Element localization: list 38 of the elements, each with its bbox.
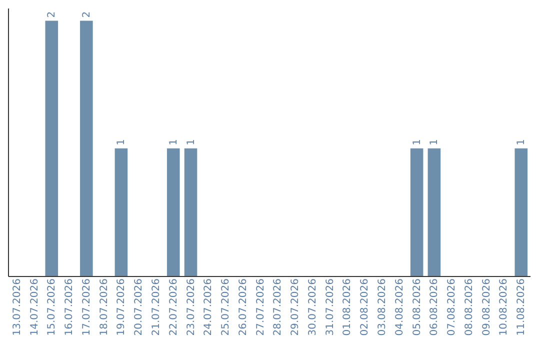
x-tick-label: 24.07.2026: [203, 278, 214, 336]
data-label: 1: [516, 139, 528, 146]
x-tick-label: 06.08.2026: [429, 278, 440, 336]
x-tick-label: 10.08.2026: [498, 278, 510, 336]
x-tick-label: 23.07.2026: [186, 278, 197, 336]
x-tick-label: 09.08.2026: [481, 278, 492, 336]
x-tick-label: 26.07.2026: [238, 278, 249, 336]
x-tick-label: 16.07.2026: [64, 278, 76, 336]
x-tick-label: 21.07.2026: [150, 278, 162, 336]
data-label: 1: [429, 139, 440, 146]
x-tick-label: 15.07.2026: [46, 278, 58, 336]
x-tick-label: 28.07.2026: [272, 278, 284, 336]
x-tick-label: 18.07.2026: [98, 278, 110, 336]
x-tick-label: 13.07.2026: [12, 278, 23, 336]
data-label: 1: [412, 139, 423, 146]
x-tick-label: 02.08.2026: [360, 278, 371, 336]
x-tick-label: 14.07.2026: [29, 278, 40, 336]
x-tick-label: 25.07.2026: [220, 278, 232, 336]
x-tick-label: 29.07.2026: [290, 278, 302, 336]
x-tick-label: 11.08.2026: [516, 278, 528, 336]
x-tick-label: 22.07.2026: [168, 278, 180, 336]
x-tick-label: 27.07.2026: [255, 278, 266, 336]
x-tick-label: 31.07.2026: [324, 278, 336, 336]
x-tick-label: 20.07.2026: [134, 278, 145, 336]
data-label: 1: [186, 139, 197, 146]
x-tick-label: 30.07.2026: [307, 278, 318, 336]
x-tick-label: 01.08.2026: [342, 278, 354, 336]
x-tick-label: 03.08.2026: [377, 278, 388, 336]
x-tick-label: 17.07.2026: [81, 278, 92, 336]
x-tick-label: 19.07.2026: [116, 278, 128, 336]
data-label: 1: [116, 139, 128, 146]
x-tick-label: 08.08.2026: [464, 278, 475, 336]
data-label: 1: [168, 139, 180, 146]
x-tick-label: 04.08.2026: [394, 278, 406, 336]
data-label: 2: [81, 11, 92, 18]
x-tick-label: 07.08.2026: [446, 278, 458, 336]
data-label: 2: [46, 11, 58, 18]
x-tick-label: 05.08.2026: [412, 278, 423, 336]
